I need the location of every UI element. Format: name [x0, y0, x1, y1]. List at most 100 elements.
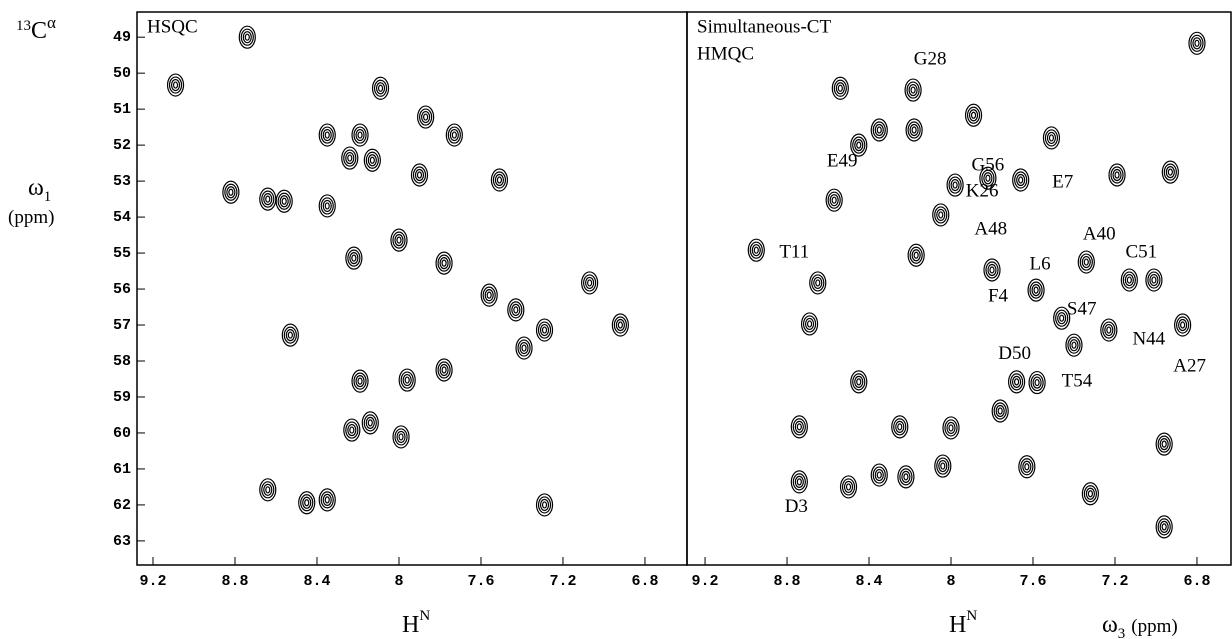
x-unit: (ppm) [1131, 616, 1177, 637]
peak [318, 123, 336, 147]
y-tick-label: 49 [113, 29, 131, 46]
contour [1046, 131, 1057, 145]
contour [419, 108, 433, 126]
contour [1085, 487, 1095, 500]
contour [259, 478, 277, 502]
contour [392, 231, 406, 249]
contour [351, 123, 369, 147]
contour [1012, 168, 1030, 192]
contour [987, 263, 997, 277]
x-dim-label: ω3 (ppm) [1102, 612, 1178, 639]
contour [1100, 318, 1118, 342]
peak-label: K26 [966, 180, 999, 201]
contour [1102, 321, 1116, 339]
contour [1155, 515, 1173, 539]
peak [979, 166, 997, 190]
peak [1012, 168, 1030, 192]
contour [1053, 306, 1071, 330]
contour [396, 236, 402, 244]
x-label-sup: N [966, 608, 977, 624]
peak [1065, 333, 1083, 357]
x-tick-label: 8.4 [856, 573, 883, 590]
peak [942, 416, 960, 440]
contour [952, 181, 958, 189]
contour [517, 339, 531, 357]
contour [168, 76, 183, 94]
contour [581, 271, 599, 295]
contour [404, 376, 410, 384]
contour [541, 326, 548, 334]
contour [1114, 171, 1120, 179]
contour [852, 373, 866, 391]
y-tick-label: 57 [113, 317, 131, 334]
peak-label: A40 [1083, 223, 1116, 244]
contour [829, 194, 839, 207]
contour [1192, 37, 1202, 50]
x-tick-label: 7.2 [549, 573, 576, 590]
y-tick-label: 58 [113, 353, 131, 370]
peak-label: L6 [1030, 253, 1051, 274]
contour [913, 251, 919, 259]
contour [349, 251, 359, 265]
contour [850, 133, 868, 157]
contour [981, 169, 995, 187]
contour [1044, 129, 1059, 147]
peak [275, 189, 293, 213]
peak-label: E49 [827, 151, 858, 172]
contour [281, 197, 287, 205]
peak [318, 194, 336, 218]
contour [351, 369, 369, 393]
contour [345, 246, 363, 270]
contour [355, 128, 365, 142]
peak-label: T11 [779, 242, 809, 263]
peak [1155, 432, 1173, 456]
contour [394, 428, 408, 446]
peak [1007, 370, 1026, 394]
x-tick-label: 8 [394, 573, 403, 590]
peak [445, 123, 463, 147]
contour [357, 377, 363, 385]
contour [375, 82, 386, 95]
peak [809, 271, 827, 295]
contour [507, 298, 525, 322]
peak [390, 228, 408, 252]
contour [802, 315, 817, 333]
contour [845, 483, 852, 491]
contour [938, 211, 944, 219]
contour [318, 488, 336, 512]
peak-label: N44 [1132, 328, 1165, 349]
contour [300, 494, 314, 512]
contour [363, 148, 381, 172]
peak-label: D50 [998, 343, 1031, 364]
contour [747, 238, 765, 262]
peak-label: C51 [1125, 241, 1157, 262]
omega-sub: 1 [44, 189, 52, 205]
peak [897, 465, 915, 489]
x-nucleus: H [949, 612, 966, 638]
contour [353, 126, 367, 144]
peak-label: G56 [972, 155, 1005, 176]
panel-title: HMQC [697, 43, 754, 64]
contour [1028, 370, 1046, 395]
contour [905, 118, 923, 142]
contour [416, 171, 423, 179]
contour [813, 276, 823, 290]
peak [790, 470, 808, 494]
contour [796, 478, 802, 486]
y-tick-label: 52 [113, 137, 131, 154]
contour [897, 423, 903, 431]
contour [790, 415, 808, 439]
contour [934, 454, 952, 478]
panel-title: Simultaneous-CT [697, 16, 831, 37]
contour [1029, 281, 1043, 299]
omega-sub: 3 [1118, 626, 1126, 639]
contour [285, 328, 295, 342]
contour [1048, 134, 1055, 142]
peak [259, 478, 277, 502]
contour [899, 468, 913, 486]
contour [347, 249, 361, 267]
omega: ω [28, 175, 44, 201]
peak [259, 187, 277, 211]
contour [934, 206, 948, 224]
x-tick-label: 6.8 [1183, 573, 1210, 590]
